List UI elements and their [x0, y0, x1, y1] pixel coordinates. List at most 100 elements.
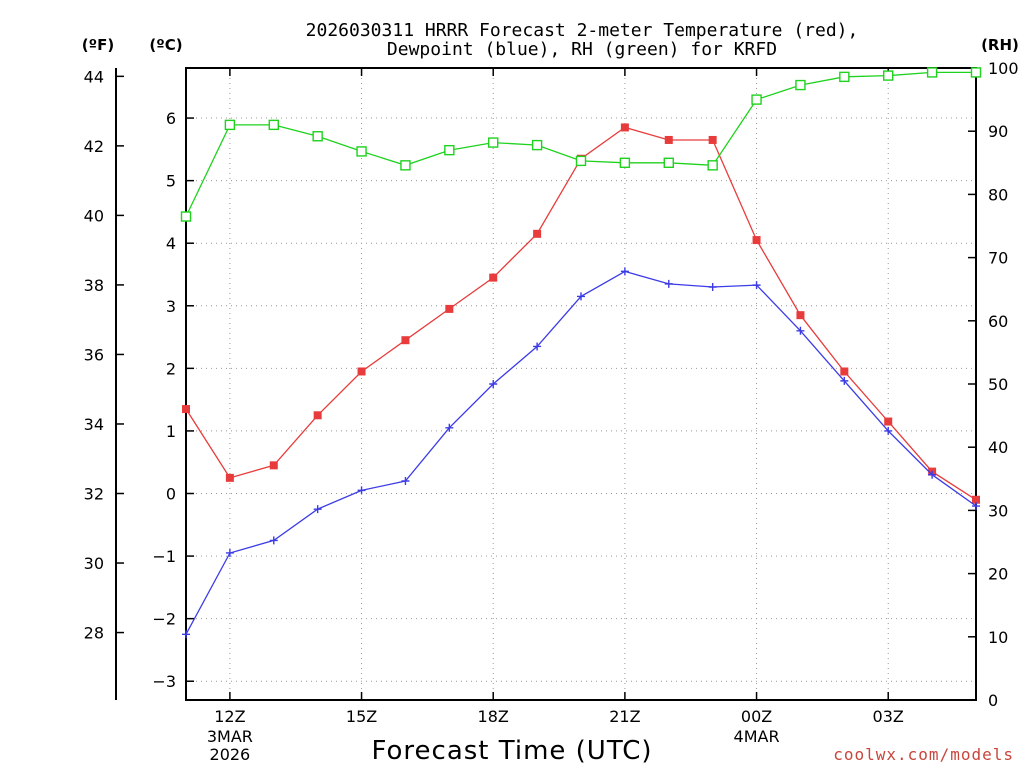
temperature-point [313, 411, 322, 420]
temperature-point [752, 236, 761, 245]
x-tick-label: 00Z [741, 707, 772, 726]
celsius-axis-title: (ºC) [149, 36, 182, 54]
fahrenheit-tick-label: 28 [84, 624, 104, 643]
rh-tick-label: 40 [988, 438, 1008, 457]
rh-tick-label: 30 [988, 501, 1008, 520]
dewpoint-point [445, 423, 454, 432]
dewpoint-point [182, 630, 190, 639]
dewpoint-point [577, 292, 585, 301]
dewpoint-point [664, 279, 673, 288]
dewpoint-point [620, 267, 629, 276]
celsius-tick-label: 0 [166, 485, 176, 504]
series-layer [180, 67, 982, 639]
temperature-point [884, 417, 893, 426]
fahrenheit-axis-title: (ºF) [82, 36, 114, 54]
dewpoint-point [225, 548, 234, 557]
dewpoint-point [840, 376, 849, 385]
rh-point [444, 144, 455, 156]
fahrenheit-tick-label: 42 [84, 137, 104, 156]
dewpoint-point [313, 505, 322, 514]
x-tick-label: 12Z [214, 707, 245, 726]
rh-tick-label: 70 [988, 249, 1008, 268]
rh-line [185, 71, 976, 217]
rh-point [619, 157, 631, 169]
rh-point [312, 131, 323, 142]
temperature-point [445, 304, 454, 313]
dewpoint-point [972, 502, 980, 511]
temperature-point [533, 229, 542, 238]
axes-layer: −3−2−10123456283032343638404244010203040… [84, 59, 1019, 764]
fahrenheit-tick-label: 36 [84, 345, 104, 364]
x-tick-date-label: 4MAR [734, 727, 780, 746]
dewpoint-point [884, 426, 893, 435]
dewpoint-point [708, 283, 717, 292]
celsius-tick-label: −2 [152, 610, 176, 629]
x-tick-label: 03Z [873, 707, 904, 726]
rh-point [268, 119, 279, 131]
rh-point [575, 155, 587, 167]
temperature-point [840, 367, 849, 376]
rh-point [531, 139, 543, 151]
rh-point [795, 79, 806, 91]
temperature-point [269, 461, 278, 470]
celsius-tick-label: −3 [152, 672, 176, 691]
fahrenheit-tick-label: 38 [84, 276, 104, 295]
rh-point [883, 70, 894, 81]
rh-point [926, 67, 938, 78]
rh-tick-label: 80 [988, 185, 1008, 204]
chart-title-line-2: Dewpoint (blue), RH (green) for KRFD [387, 39, 777, 60]
dewpoint-point [401, 476, 410, 485]
dewpoint-point [269, 536, 278, 545]
dewpoint-point [796, 326, 805, 335]
rh-point [224, 119, 236, 131]
x-tick-label: 21Z [609, 707, 640, 726]
fahrenheit-tick-label: 34 [84, 415, 104, 434]
rh-point [400, 160, 411, 171]
temperature-point [620, 123, 629, 132]
rh-point [970, 67, 982, 78]
fahrenheit-tick-label: 40 [84, 206, 104, 225]
rh-axis-title: (RH) [981, 36, 1019, 54]
temperature-line [185, 126, 977, 501]
temperature-point [357, 367, 366, 376]
rh-point [707, 160, 718, 171]
celsius-tick-label: 1 [166, 422, 176, 441]
rh-point [663, 157, 674, 169]
rh-tick-label: 10 [988, 628, 1008, 647]
rh-tick-label: 60 [988, 312, 1008, 331]
temperature-point [401, 336, 410, 345]
chart-title-line-1: 2026030311 HRRR Forecast 2-meter Tempera… [306, 20, 859, 41]
celsius-tick-label: 2 [166, 359, 176, 378]
fahrenheit-tick-label: 32 [84, 485, 104, 504]
temperature-point [182, 405, 190, 414]
rh-tick-label: 20 [988, 565, 1008, 584]
dewpoint-point [928, 470, 937, 479]
temperature-point [664, 135, 673, 144]
x-tick-date-label: 2026 [210, 745, 251, 764]
x-tick-label: 15Z [346, 707, 377, 726]
celsius-tick-label: 5 [166, 172, 176, 191]
site-credit: coolwx.com/models [833, 745, 1014, 764]
x-tick-label: 18Z [478, 707, 509, 726]
rh-tick-label: 0 [988, 691, 998, 710]
temperature-point [796, 311, 805, 320]
rh-tick-label: 50 [988, 375, 1008, 394]
fahrenheit-tick-label: 44 [84, 67, 104, 86]
celsius-tick-label: −1 [152, 547, 176, 566]
rh-tick-label: 90 [988, 122, 1008, 141]
rh-point [839, 71, 850, 83]
rh-point [356, 146, 367, 157]
rh-point [488, 137, 499, 148]
celsius-tick-label: 4 [166, 234, 176, 253]
fahrenheit-tick-label: 30 [84, 554, 104, 573]
temperature-point [708, 135, 717, 144]
rh-point [180, 211, 192, 222]
celsius-tick-label: 3 [166, 297, 176, 316]
x-tick-date-label: 3MAR [207, 727, 253, 746]
rh-tick-label: 100 [988, 59, 1019, 78]
temperature-point [489, 273, 498, 282]
rh-point [751, 94, 762, 105]
x-axis-title: Forecast Time (UTC) [371, 736, 652, 766]
dewpoint-point [533, 342, 542, 351]
